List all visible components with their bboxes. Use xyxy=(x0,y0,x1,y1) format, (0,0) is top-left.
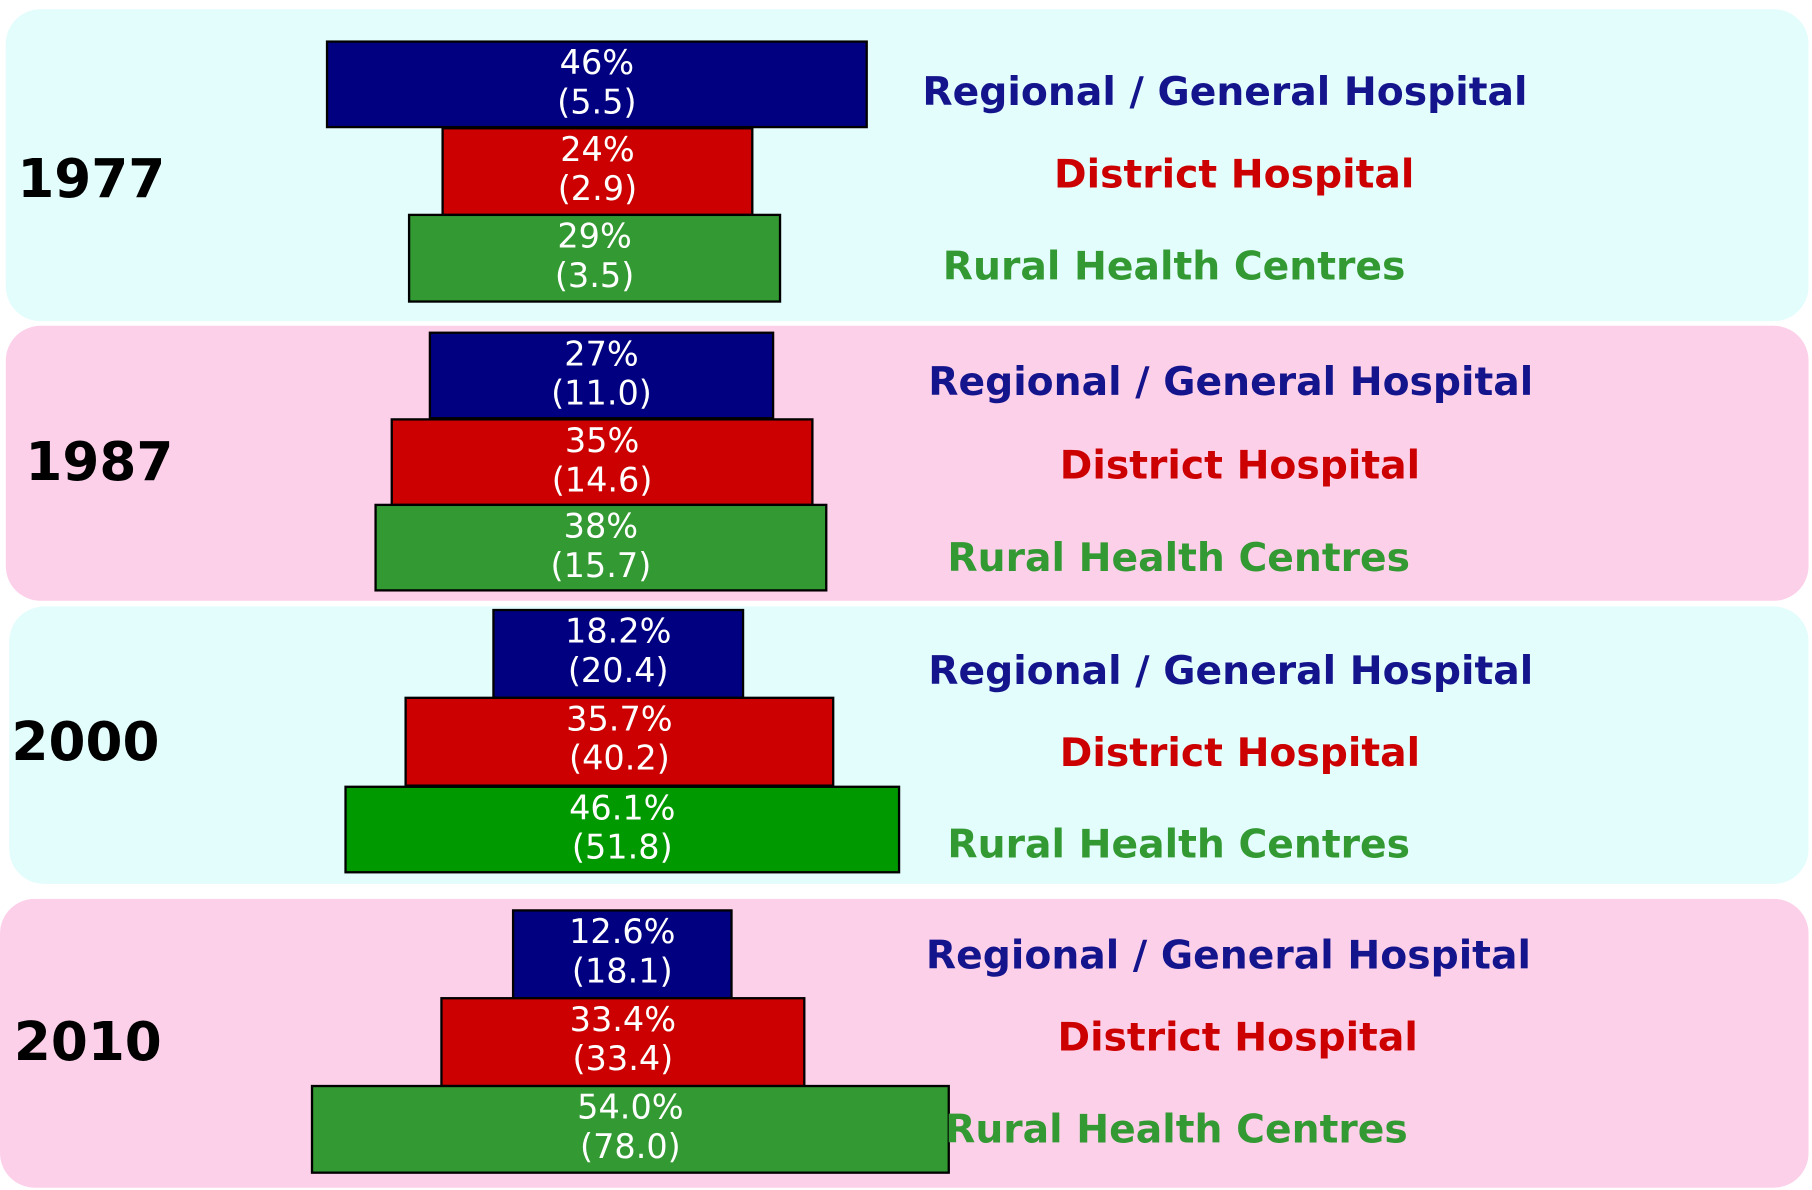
bar-count: (51.8) xyxy=(572,828,673,867)
bar xyxy=(440,997,806,1088)
bar-count: (11.0) xyxy=(551,374,652,413)
bar xyxy=(404,696,835,787)
bar-count: (14.6) xyxy=(552,460,653,499)
level-label: District Hospital xyxy=(1060,443,1420,488)
bar-percent: 46.1% xyxy=(569,788,675,827)
level-label: Regional / General Hospital xyxy=(926,933,1531,978)
year-label: 1977 xyxy=(17,148,165,210)
level-label: Regional / General Hospital xyxy=(922,70,1527,115)
bar-count: (3.5) xyxy=(555,256,634,295)
bar-percent: 46% xyxy=(560,43,634,82)
bar xyxy=(325,40,868,129)
level-label: Rural Health Centres xyxy=(945,1108,1408,1153)
level-label: District Hospital xyxy=(1060,731,1420,776)
bar xyxy=(374,503,828,592)
bar-percent: 38% xyxy=(564,506,638,545)
bar-percent: 54.0% xyxy=(577,1088,683,1127)
bar xyxy=(390,418,814,507)
bar-percent: 29% xyxy=(557,217,631,256)
bar xyxy=(407,213,782,303)
level-label: Regional / General Hospital xyxy=(928,360,1533,405)
bar-count: (15.7) xyxy=(551,546,652,585)
year-label: 1987 xyxy=(25,431,173,493)
year-label: 2010 xyxy=(14,1011,162,1073)
bar xyxy=(428,331,775,420)
bar-count: (33.4) xyxy=(573,1039,674,1078)
bar-count: (40.2) xyxy=(569,739,670,778)
bar-percent: 27% xyxy=(564,334,638,373)
panel-bg xyxy=(5,325,1809,601)
bar xyxy=(492,608,745,699)
year-label: 2000 xyxy=(12,711,160,773)
level-label: District Hospital xyxy=(1058,1015,1418,1060)
level-label: Regional / General Hospital xyxy=(928,649,1533,694)
bar-percent: 35% xyxy=(565,421,639,460)
bar-count: (2.9) xyxy=(558,169,637,208)
level-label: District Hospital xyxy=(1054,152,1414,197)
level-label: Rural Health Centres xyxy=(947,822,1410,867)
level-label: Rural Health Centres xyxy=(943,245,1406,290)
bar-count: (18.1) xyxy=(572,951,673,990)
bar-percent: 33.4% xyxy=(570,1000,676,1039)
bar xyxy=(310,1084,950,1174)
panel-bg xyxy=(5,9,1809,322)
bar-count: (78.0) xyxy=(580,1127,681,1166)
bar-count: (20.4) xyxy=(568,651,669,690)
bar-percent: 35.7% xyxy=(566,699,672,738)
panel-bg xyxy=(9,606,1809,884)
bar xyxy=(344,785,901,874)
bar-percent: 24% xyxy=(560,130,634,169)
bar-percent: 12.6% xyxy=(569,912,675,951)
bar-percent: 18.2% xyxy=(565,612,671,651)
bar-count: (5.5) xyxy=(557,82,636,121)
level-label: Rural Health Centres xyxy=(947,536,1410,581)
